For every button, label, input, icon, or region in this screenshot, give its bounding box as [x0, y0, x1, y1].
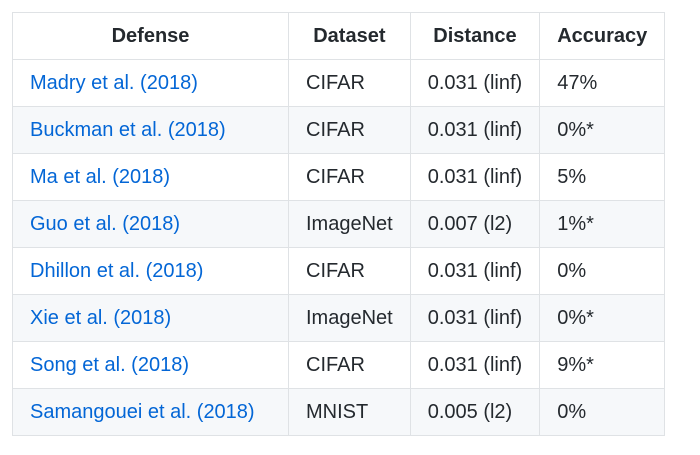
table-row: Dhillon et al. (2018) CIFAR 0.031 (linf)…	[12, 247, 666, 295]
header-dataset: Dataset	[288, 12, 411, 60]
defense-cell: Dhillon et al. (2018)	[12, 247, 289, 295]
dataset-cell: MNIST	[288, 388, 411, 436]
defense-link[interactable]: Xie et al. (2018)	[30, 306, 172, 329]
defense-link[interactable]: Ma et al. (2018)	[30, 165, 171, 188]
header-defense: Defense	[12, 12, 289, 60]
dataset-cell: CIFAR	[288, 341, 411, 389]
table-row: Guo et al. (2018) ImageNet 0.007 (l2) 1%…	[12, 200, 666, 248]
defense-cell: Buckman et al. (2018)	[12, 106, 289, 154]
distance-cell: 0.031 (linf)	[409, 153, 541, 201]
table-body: Madry et al. (2018) CIFAR 0.031 (linf) 4…	[12, 59, 666, 436]
table-row: Madry et al. (2018) CIFAR 0.031 (linf) 4…	[12, 59, 666, 107]
distance-cell: 0.031 (linf)	[409, 341, 541, 389]
dataset-cell: ImageNet	[288, 200, 411, 248]
defense-results-table: Defense Dataset Distance Accuracy Madry …	[12, 12, 666, 436]
defense-cell: Xie et al. (2018)	[12, 294, 289, 342]
header-row: Defense Dataset Distance Accuracy	[12, 12, 666, 60]
dataset-cell: CIFAR	[288, 106, 411, 154]
defense-link[interactable]: Song et al. (2018)	[30, 353, 189, 376]
defense-link[interactable]: Madry et al. (2018)	[30, 71, 198, 94]
accuracy-cell: 1%*	[539, 200, 666, 248]
defense-link[interactable]: Dhillon et al. (2018)	[30, 259, 204, 282]
defense-link[interactable]: Buckman et al. (2018)	[30, 118, 226, 141]
header-distance: Distance	[409, 12, 541, 60]
distance-cell: 0.031 (linf)	[409, 247, 541, 295]
accuracy-cell: 0%	[539, 247, 666, 295]
distance-cell: 0.031 (linf)	[409, 294, 541, 342]
distance-cell: 0.007 (l2)	[409, 200, 541, 248]
dataset-cell: CIFAR	[288, 247, 411, 295]
accuracy-cell: 9%*	[539, 341, 666, 389]
table-header: Defense Dataset Distance Accuracy	[12, 12, 666, 60]
table-row: Ma et al. (2018) CIFAR 0.031 (linf) 5%	[12, 153, 666, 201]
results-table-container: Defense Dataset Distance Accuracy Madry …	[12, 12, 666, 436]
dataset-cell: ImageNet	[288, 294, 411, 342]
dataset-cell: CIFAR	[288, 153, 411, 201]
distance-cell: 0.031 (linf)	[409, 59, 541, 107]
defense-cell: Song et al. (2018)	[12, 341, 289, 389]
distance-cell: 0.005 (l2)	[409, 388, 541, 436]
accuracy-cell: 47%	[539, 59, 666, 107]
distance-cell: 0.031 (linf)	[409, 106, 541, 154]
defense-link[interactable]: Samangouei et al. (2018)	[30, 400, 255, 423]
defense-cell: Guo et al. (2018)	[12, 200, 289, 248]
defense-cell: Madry et al. (2018)	[12, 59, 289, 107]
accuracy-cell: 0%*	[539, 106, 666, 154]
accuracy-cell: 5%	[539, 153, 666, 201]
header-accuracy: Accuracy	[539, 12, 666, 60]
accuracy-cell: 0%*	[539, 294, 666, 342]
accuracy-cell: 0%	[539, 388, 666, 436]
table-row: Song et al. (2018) CIFAR 0.031 (linf) 9%…	[12, 341, 666, 389]
table-row: Samangouei et al. (2018) MNIST 0.005 (l2…	[12, 388, 666, 436]
table-row: Buckman et al. (2018) CIFAR 0.031 (linf)…	[12, 106, 666, 154]
defense-cell: Samangouei et al. (2018)	[12, 388, 289, 436]
defense-cell: Ma et al. (2018)	[12, 153, 289, 201]
table-row: Xie et al. (2018) ImageNet 0.031 (linf) …	[12, 294, 666, 342]
defense-link[interactable]: Guo et al. (2018)	[30, 212, 181, 235]
dataset-cell: CIFAR	[288, 59, 411, 107]
